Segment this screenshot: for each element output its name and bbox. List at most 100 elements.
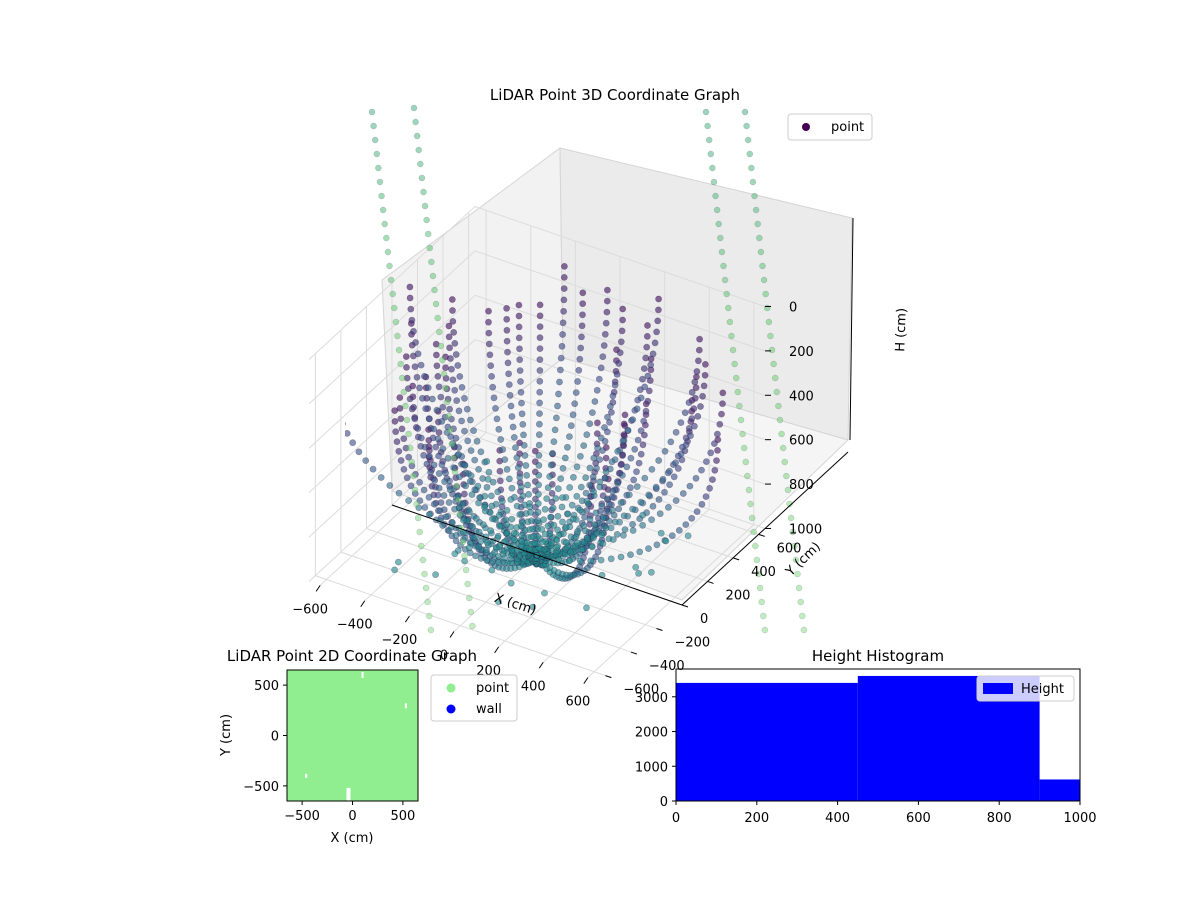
point-3d <box>416 528 423 536</box>
point-3d <box>397 457 405 464</box>
point-3d <box>387 276 395 284</box>
point-3d <box>644 397 652 405</box>
point-3d <box>432 351 440 359</box>
point-3d <box>404 385 412 392</box>
point-3d <box>550 438 558 446</box>
point-3d <box>371 136 379 144</box>
point-3d <box>800 626 808 634</box>
point-3d <box>437 342 445 350</box>
point-3d <box>555 390 562 398</box>
point-3d <box>739 430 746 438</box>
y-tick-mark-3d <box>707 580 714 584</box>
y-tick-label-3d: −600 <box>623 683 659 698</box>
point-3d <box>535 481 542 489</box>
point-3d <box>787 514 795 522</box>
point-3d <box>691 378 699 386</box>
point-3d <box>588 543 596 551</box>
point-3d <box>655 306 662 314</box>
point-3d <box>560 273 568 281</box>
point-3d <box>405 430 412 438</box>
point-3d <box>450 454 457 462</box>
point-3d <box>373 150 381 158</box>
point-3d <box>442 513 450 521</box>
legend-3d: point <box>787 113 873 141</box>
y-axis-label-2d: Y (cm) <box>219 714 234 757</box>
point-3d <box>639 511 647 519</box>
point-3d <box>633 468 640 476</box>
point-3d <box>503 529 511 537</box>
x-axis-label-2d: X (cm) <box>331 831 374 846</box>
point-3d <box>406 294 414 302</box>
point-3d <box>487 362 495 370</box>
point-3d <box>434 314 441 322</box>
point-3d <box>579 311 586 319</box>
point-3d <box>503 465 511 473</box>
point-3d <box>631 445 639 453</box>
point-3d <box>591 521 598 528</box>
point-3d <box>536 334 544 342</box>
point-3d <box>489 478 497 486</box>
point-3d <box>451 550 459 558</box>
point-3d <box>345 421 346 426</box>
point-3d <box>477 538 485 545</box>
point-3d <box>694 412 702 420</box>
point-3d <box>503 337 511 345</box>
point-3d <box>615 360 623 367</box>
point-3d <box>431 476 439 484</box>
point-3d <box>595 375 603 383</box>
point-3d <box>661 488 668 496</box>
point-3d <box>767 332 774 340</box>
point-3d <box>402 402 409 410</box>
point-3d <box>576 506 584 514</box>
point-3d <box>395 346 403 354</box>
point-3d <box>558 503 566 511</box>
point-3d <box>446 405 453 413</box>
point-3d <box>488 566 496 574</box>
point-3d <box>394 332 401 340</box>
point-3d <box>603 297 611 305</box>
point-3d <box>487 492 495 500</box>
point-3d <box>742 458 750 466</box>
point-3d <box>386 262 393 270</box>
point-3d <box>326 359 332 365</box>
point-3d <box>329 391 335 397</box>
point-3d <box>488 372 495 380</box>
point-3d <box>672 459 679 467</box>
point-3d <box>345 430 351 437</box>
point-3d <box>559 319 567 327</box>
point-3d <box>604 286 611 294</box>
point-3d <box>634 436 642 444</box>
point-3d <box>613 370 621 378</box>
x-tick-mark-3d <box>494 646 500 654</box>
point-3d <box>619 437 627 445</box>
point-3d <box>569 411 577 419</box>
point-3d <box>435 470 443 477</box>
point-3d <box>420 451 427 459</box>
point-3d <box>625 491 633 499</box>
point-3d <box>746 150 754 158</box>
point-3d <box>467 608 475 616</box>
x-tick-label-2d: −500 <box>284 809 320 824</box>
y-tick-label-3d: 200 <box>726 588 751 603</box>
point-3d <box>424 384 432 392</box>
point-3d <box>687 432 694 440</box>
y-tick-label-hist: 3000 <box>635 691 668 706</box>
legend-2d-marker-wall <box>446 704 456 714</box>
point-3d <box>579 289 587 297</box>
point-3d <box>653 328 660 336</box>
point-3d <box>550 521 558 529</box>
point-3d <box>435 452 442 460</box>
point-3d <box>765 318 773 326</box>
y-tick-label-3d: −400 <box>649 659 685 674</box>
point-3d <box>389 290 396 298</box>
point-3d <box>471 534 479 542</box>
point-3d <box>552 495 560 502</box>
point-3d <box>686 482 694 490</box>
point-3d <box>466 416 474 424</box>
point-3d <box>472 515 480 522</box>
chart-2d-title: LiDAR Point 2D Coordinate Graph <box>227 647 477 665</box>
point-3d <box>508 484 516 492</box>
point-3d <box>720 262 727 270</box>
point-3d <box>649 350 657 358</box>
point-3d <box>439 445 447 453</box>
